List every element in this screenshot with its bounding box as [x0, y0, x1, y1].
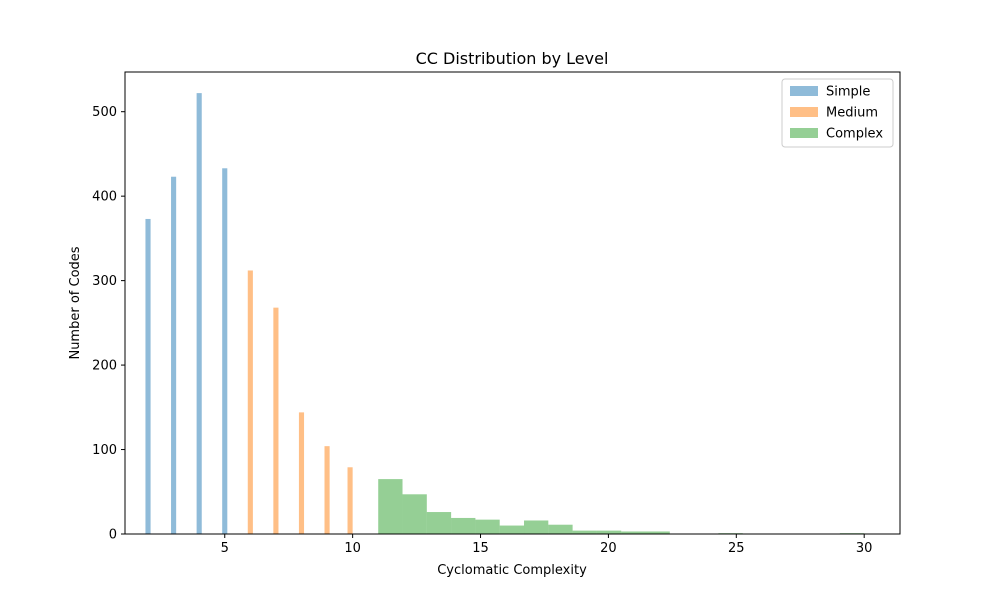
plot-frame — [124, 71, 901, 535]
bar-complex — [402, 494, 427, 534]
x-tick-label: 5 — [221, 541, 229, 556]
bar-complex — [426, 512, 452, 534]
x-tick-label: 10 — [344, 541, 361, 556]
y-tick-label: 500 — [92, 105, 117, 120]
x-axis-label: Cyclomatic Complexity — [437, 563, 587, 578]
series-complex — [378, 479, 865, 534]
legend-label-medium: Medium — [826, 106, 878, 121]
x-tick-label: 20 — [600, 541, 617, 556]
y-tick-label: 100 — [92, 443, 117, 458]
y-axis: 0 100 200 300 400 500 — [92, 105, 125, 543]
x-axis: 5 10 15 20 25 30 — [221, 534, 873, 556]
bar-complex — [378, 479, 403, 534]
y-tick-label: 0 — [109, 528, 117, 543]
bar-simple — [171, 176, 177, 535]
bar-complex — [451, 517, 476, 534]
bar-medium — [247, 270, 253, 534]
legend: Simple Medium Complex — [781, 78, 894, 148]
bar-complex — [645, 531, 670, 534]
y-axis-label: Number of Codes — [68, 246, 83, 359]
bar-complex — [524, 520, 549, 534]
x-tick-label: 25 — [728, 541, 745, 556]
chart-title: CC Distribution by Level — [416, 49, 609, 68]
bar-complex — [596, 530, 622, 534]
legend-swatch-simple — [790, 86, 818, 96]
bar-simple — [196, 93, 202, 535]
x-tick-label: 30 — [856, 541, 873, 556]
y-tick-label: 300 — [92, 274, 117, 289]
y-tick-label: 200 — [92, 359, 117, 374]
y-tick-label: 400 — [92, 190, 117, 205]
legend-label-simple: Simple — [826, 85, 870, 100]
bar-simple — [145, 218, 151, 534]
bar-complex — [572, 530, 597, 534]
bar-medium — [298, 412, 305, 534]
bar-complex — [621, 531, 646, 534]
legend-swatch-complex — [790, 128, 818, 138]
bars-layer — [145, 93, 865, 535]
bar-complex — [499, 525, 525, 534]
bar-medium — [273, 307, 279, 534]
bar-medium — [324, 446, 330, 534]
series-simple — [145, 93, 228, 535]
bar-medium — [347, 467, 353, 534]
legend-label-complex: Complex — [826, 127, 883, 142]
x-tick-label: 15 — [472, 541, 489, 556]
series-medium — [247, 270, 353, 534]
legend-swatch-medium — [790, 107, 818, 117]
bar-complex — [548, 524, 573, 534]
bar-complex — [475, 519, 500, 534]
bar-simple — [222, 168, 228, 535]
